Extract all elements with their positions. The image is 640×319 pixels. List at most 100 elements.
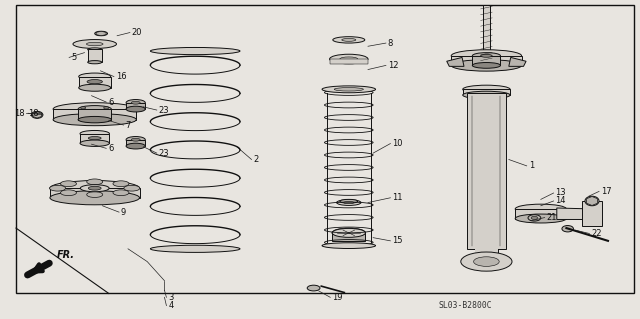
Bar <box>475 249 498 262</box>
Ellipse shape <box>472 53 500 59</box>
Ellipse shape <box>332 228 365 237</box>
Text: FR.: FR. <box>57 250 75 260</box>
Ellipse shape <box>104 107 109 109</box>
Bar <box>515 209 566 219</box>
Text: 15: 15 <box>392 236 403 245</box>
Ellipse shape <box>451 50 522 62</box>
Text: 23: 23 <box>159 149 170 158</box>
Text: 1: 1 <box>529 161 534 170</box>
Ellipse shape <box>79 84 111 91</box>
Ellipse shape <box>87 80 102 84</box>
Text: 12: 12 <box>388 61 398 70</box>
Circle shape <box>528 215 541 221</box>
Ellipse shape <box>515 214 566 223</box>
Text: 23: 23 <box>159 106 170 115</box>
Ellipse shape <box>81 107 86 109</box>
Bar <box>53 109 136 120</box>
Text: 8: 8 <box>388 39 393 48</box>
Ellipse shape <box>80 130 109 137</box>
Polygon shape <box>96 31 106 36</box>
Bar <box>483 5 490 64</box>
Bar <box>50 188 140 198</box>
Bar <box>126 103 145 109</box>
Ellipse shape <box>81 185 109 192</box>
Circle shape <box>531 216 538 219</box>
Text: 7: 7 <box>125 121 131 130</box>
Text: 18: 18 <box>13 109 24 118</box>
Text: 5: 5 <box>71 53 76 62</box>
Ellipse shape <box>60 181 76 187</box>
Bar <box>78 109 111 120</box>
Ellipse shape <box>340 199 358 203</box>
Bar <box>88 49 102 62</box>
Ellipse shape <box>78 116 111 123</box>
Ellipse shape <box>337 200 361 205</box>
Ellipse shape <box>50 185 65 191</box>
Text: 4: 4 <box>168 301 173 310</box>
Ellipse shape <box>150 245 240 252</box>
Text: 10: 10 <box>392 139 403 148</box>
Ellipse shape <box>88 186 101 190</box>
Text: 22: 22 <box>591 229 602 238</box>
Ellipse shape <box>344 202 354 204</box>
Text: 13: 13 <box>556 189 566 197</box>
Polygon shape <box>586 197 598 205</box>
Bar <box>467 93 506 249</box>
Bar <box>126 140 145 146</box>
Ellipse shape <box>88 137 101 140</box>
Text: 16: 16 <box>116 72 127 81</box>
Ellipse shape <box>95 31 108 36</box>
Text: 3: 3 <box>168 293 173 302</box>
Ellipse shape <box>474 257 499 266</box>
Polygon shape <box>33 112 42 118</box>
Ellipse shape <box>562 226 573 232</box>
Text: 11: 11 <box>392 193 403 202</box>
FancyBboxPatch shape <box>330 59 368 64</box>
Polygon shape <box>509 57 526 66</box>
Bar <box>582 201 602 226</box>
Bar <box>472 56 500 65</box>
Ellipse shape <box>80 140 109 146</box>
Text: 17: 17 <box>601 187 612 196</box>
Ellipse shape <box>60 190 76 196</box>
Text: 6: 6 <box>108 98 113 107</box>
Ellipse shape <box>73 40 116 48</box>
Ellipse shape <box>334 88 364 91</box>
Bar <box>463 89 510 95</box>
Ellipse shape <box>322 243 376 249</box>
Ellipse shape <box>87 192 102 197</box>
Ellipse shape <box>150 48 240 55</box>
Text: 18: 18 <box>28 109 39 118</box>
Bar <box>451 56 522 65</box>
Ellipse shape <box>463 85 510 93</box>
Ellipse shape <box>113 181 129 187</box>
Ellipse shape <box>463 91 510 99</box>
Text: 19: 19 <box>332 293 342 302</box>
Ellipse shape <box>126 106 145 112</box>
Ellipse shape <box>451 60 522 71</box>
Ellipse shape <box>53 103 136 115</box>
Text: 9: 9 <box>121 208 126 217</box>
Ellipse shape <box>88 48 102 51</box>
Ellipse shape <box>330 54 368 64</box>
Text: SL03-B2800C: SL03-B2800C <box>438 301 492 310</box>
Ellipse shape <box>307 285 320 291</box>
Text: 6: 6 <box>108 144 113 153</box>
Ellipse shape <box>53 114 136 126</box>
Ellipse shape <box>333 37 365 43</box>
Ellipse shape <box>340 57 358 61</box>
Ellipse shape <box>131 101 140 104</box>
Ellipse shape <box>126 143 145 149</box>
Ellipse shape <box>88 61 102 64</box>
Ellipse shape <box>126 100 145 106</box>
Ellipse shape <box>342 39 356 41</box>
Ellipse shape <box>87 179 102 185</box>
Ellipse shape <box>461 252 512 271</box>
Ellipse shape <box>31 111 43 118</box>
Ellipse shape <box>126 137 145 143</box>
Bar <box>80 134 109 143</box>
Text: 14: 14 <box>556 197 566 205</box>
Ellipse shape <box>50 191 140 205</box>
Ellipse shape <box>124 185 140 191</box>
Ellipse shape <box>332 228 365 238</box>
